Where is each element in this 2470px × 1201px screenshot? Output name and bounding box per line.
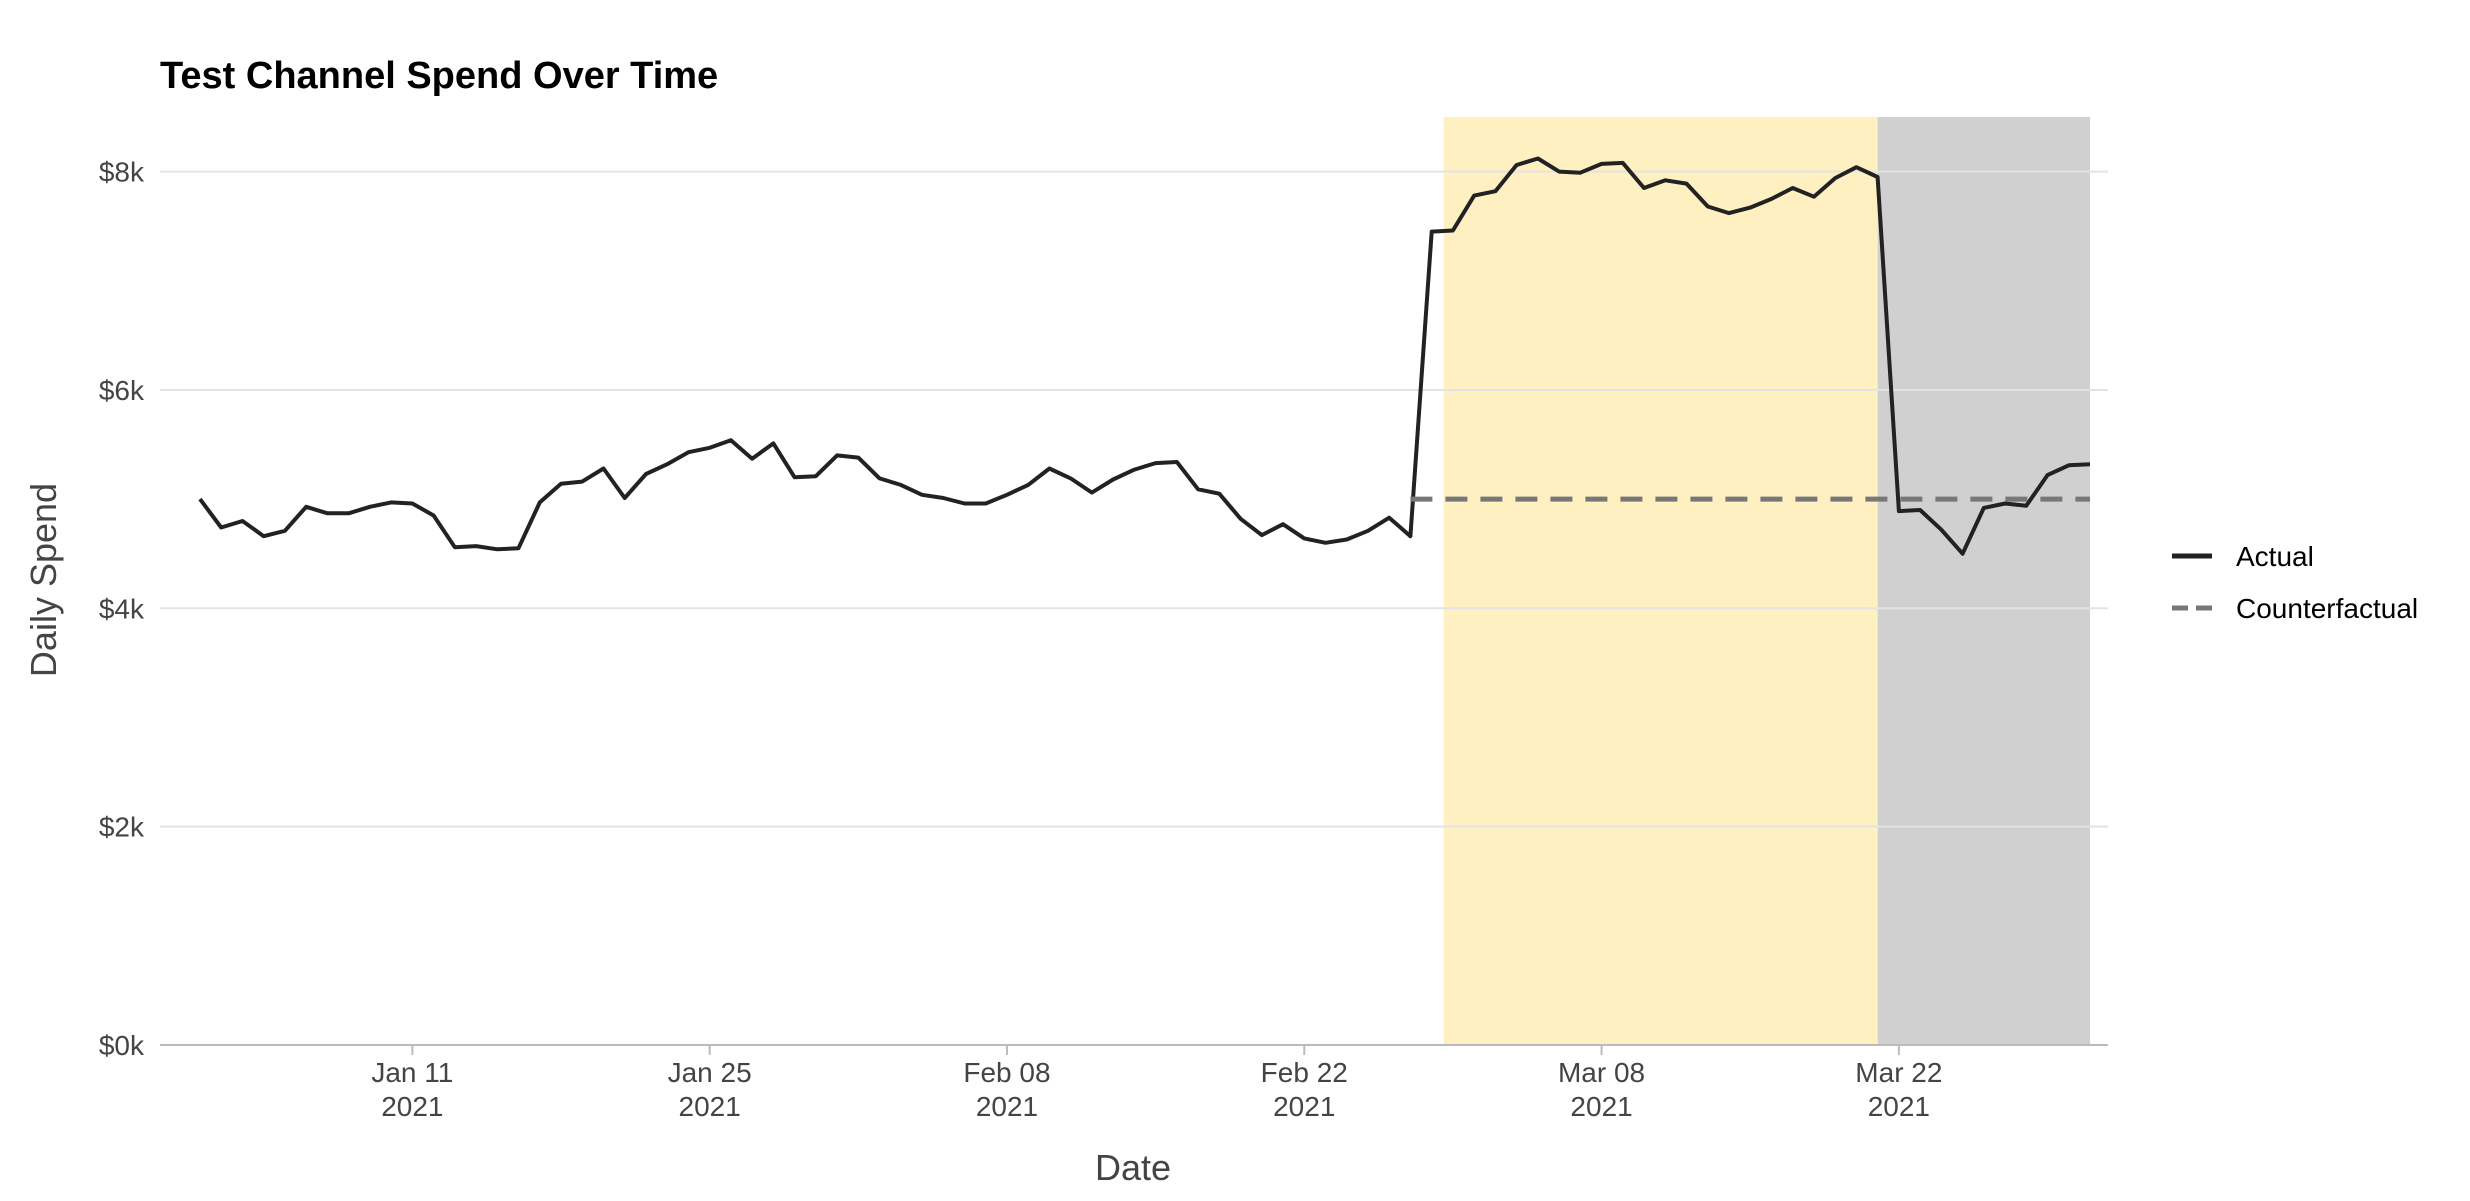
- y-tick-label: $8k: [99, 157, 145, 188]
- x-tick-label: Feb 22: [1261, 1057, 1348, 1088]
- x-tick-label-year: 2021: [381, 1091, 443, 1122]
- legend-label-counterfactual: Counterfactual: [2236, 593, 2418, 624]
- shaded-regions: [1443, 117, 2090, 1045]
- y-tick-label: $0k: [99, 1030, 145, 1061]
- shaded-region-2: [1877, 117, 2090, 1045]
- y-tick-label: $6k: [99, 375, 145, 406]
- y-axis-ticks: $0k $2k $4k $6k $8k: [99, 157, 145, 1061]
- x-tick-label: Jan 11: [371, 1057, 453, 1088]
- x-tick-label-year: 2021: [1273, 1091, 1335, 1122]
- x-tick-label: Feb 08: [963, 1057, 1050, 1088]
- x-tick-label-year: 2021: [1868, 1091, 1930, 1122]
- chart-title: Test Channel Spend Over Time: [160, 55, 718, 97]
- x-tick-label-year: 2021: [679, 1091, 741, 1122]
- x-tick-label-year: 2021: [976, 1091, 1038, 1122]
- y-axis-title: Daily Spend: [23, 483, 64, 677]
- series-lines: [198, 156, 2091, 556]
- x-tick-label: Mar 08: [1558, 1057, 1645, 1088]
- y-tick-label: $2k: [99, 812, 145, 843]
- legend-label-actual: Actual: [2236, 541, 2314, 572]
- x-axis-title: Date: [1095, 1147, 1171, 1188]
- legend: Actual Counterfactual: [2172, 541, 2418, 624]
- x-tick-label: Jan 25: [668, 1057, 752, 1088]
- grid-lines: [160, 170, 2108, 828]
- x-tick-label-year: 2021: [1570, 1091, 1632, 1122]
- series-actual-line: [198, 156, 2091, 556]
- y-tick-label: $4k: [99, 593, 145, 624]
- shaded-region-1: [1443, 117, 1878, 1045]
- x-tick-label: Mar 22: [1855, 1057, 1942, 1088]
